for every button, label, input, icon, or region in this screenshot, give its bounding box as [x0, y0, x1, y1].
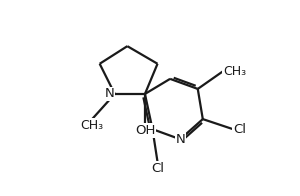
Text: CH₃: CH₃: [81, 119, 104, 132]
Text: Cl: Cl: [151, 162, 164, 175]
Text: Cl: Cl: [233, 123, 246, 136]
Text: N: N: [175, 133, 185, 146]
Text: OH: OH: [135, 124, 155, 137]
Text: N: N: [105, 87, 115, 100]
Text: CH₃: CH₃: [223, 65, 246, 78]
